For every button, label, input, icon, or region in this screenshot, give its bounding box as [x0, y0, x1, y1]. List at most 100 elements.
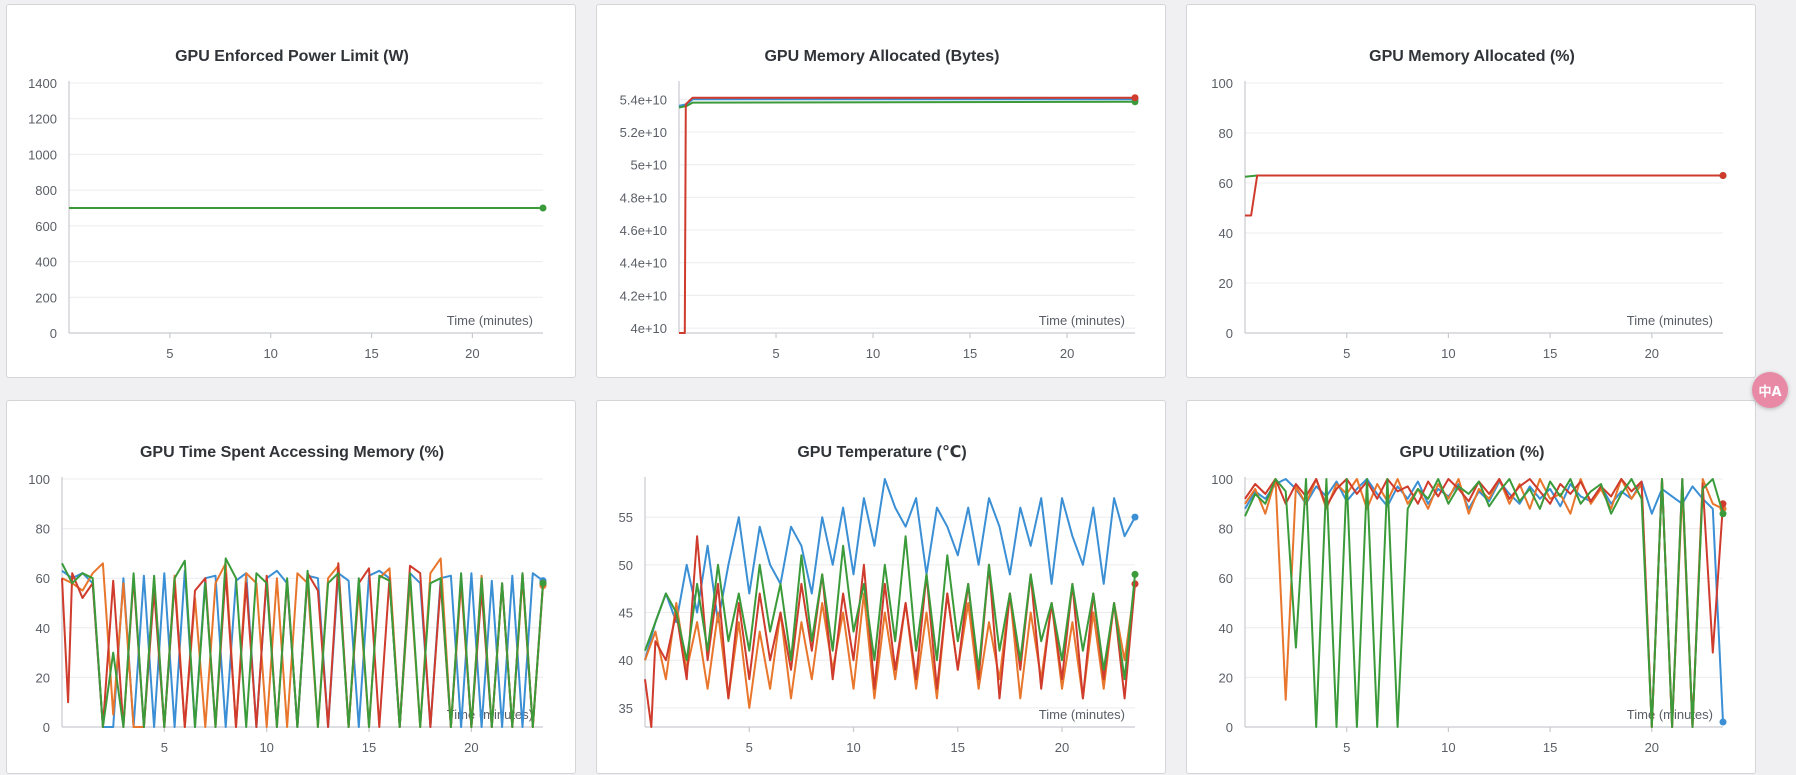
y-tick-label: 80 [1219, 126, 1233, 141]
x-tick-label: 20 [1645, 346, 1659, 361]
y-tick-label: 60 [1219, 571, 1233, 586]
y-tick-label: 200 [35, 290, 57, 305]
y-tick-label: 1000 [28, 147, 57, 162]
y-tick-label: 4.4e+10 [620, 256, 667, 271]
y-tick-label: 600 [35, 219, 57, 234]
chart-title: GPU Memory Allocated (%) [1369, 48, 1575, 65]
y-tick-label: 5.4e+10 [620, 92, 667, 107]
x-axis-label: Time (minutes) [447, 313, 533, 328]
y-tick-label: 5e+10 [630, 158, 667, 173]
y-tick-label: 1200 [28, 112, 57, 127]
x-tick-label: 15 [1543, 740, 1557, 755]
y-tick-label: 100 [28, 472, 50, 487]
y-tick-label: 4.2e+10 [620, 288, 667, 303]
x-axis-label: Time (minutes) [1039, 313, 1125, 328]
x-tick-label: 10 [259, 740, 273, 755]
y-tick-label: 20 [1219, 670, 1233, 685]
x-tick-label: 10 [263, 346, 277, 361]
y-tick-label: 0 [1226, 326, 1233, 341]
x-tick-label: 10 [866, 346, 880, 361]
series-end-point [539, 204, 547, 212]
y-tick-label: 100 [1211, 76, 1233, 91]
series-end-point [1719, 172, 1727, 179]
y-tick-label: 35 [619, 701, 633, 716]
y-tick-label: 60 [36, 571, 50, 586]
chart-panel[interactable]: GPU Time Spent Accessing Memory (%) 0 20 40… [6, 400, 576, 774]
chart-panel[interactable]: GPU Memory Allocated (Bytes) 4e+10 4.2e+10… [596, 4, 1166, 378]
y-tick-label: 0 [50, 326, 57, 341]
chart-panel[interactable]: GPU Utilization (%) 0 20 40 60 80 100 5 10 15 20 Ti… [1186, 400, 1756, 774]
x-tick-label: 5 [166, 346, 173, 361]
x-axis-label: Time (minutes) [1627, 707, 1713, 722]
chart-svg: GPU Memory Allocated (Bytes) 4e+10 4.2e+10… [620, 48, 1139, 361]
x-axis-label: Time (minutes) [1627, 313, 1713, 328]
chart-title: GPU Temperature (℃) [797, 444, 966, 461]
x-tick-label: 15 [963, 346, 977, 361]
y-tick-label: 4.6e+10 [620, 223, 667, 238]
series-line [1244, 478, 1724, 723]
x-tick-label: 20 [1060, 346, 1074, 361]
y-tick-label: 40 [1219, 621, 1233, 636]
series-line [1245, 174, 1723, 217]
series-end-point [1719, 510, 1727, 518]
y-tick-label: 20 [36, 670, 50, 685]
x-tick-label: 15 [362, 740, 376, 755]
y-tick-label: 40 [36, 621, 50, 636]
series-end-point [1719, 718, 1727, 726]
x-tick-label: 15 [1543, 346, 1557, 361]
y-tick-label: 40 [619, 653, 633, 668]
y-tick-label: 80 [36, 522, 50, 537]
y-tick-label: 50 [619, 558, 633, 573]
y-tick-label: 4.8e+10 [620, 190, 667, 205]
x-tick-label: 5 [746, 740, 753, 755]
x-tick-label: 20 [465, 346, 479, 361]
y-tick-label: 45 [619, 606, 633, 621]
y-tick-label: 80 [1219, 522, 1233, 537]
chart-title: GPU Time Spent Accessing Memory (%) [140, 444, 444, 461]
chart-svg: GPU Enforced Power Limit (W) 0 200 400 600 80… [28, 48, 547, 361]
x-tick-label: 15 [951, 740, 965, 755]
y-tick-label: 1400 [28, 76, 57, 91]
y-tick-label: 0 [43, 720, 50, 735]
y-tick-label: 5.2e+10 [620, 125, 667, 140]
y-tick-label: 800 [35, 183, 57, 198]
x-tick-label: 20 [1645, 740, 1659, 755]
y-tick-label: 55 [619, 510, 633, 525]
y-tick-label: 100 [1211, 472, 1233, 487]
chart-svg: GPU Memory Allocated (%) 0 20 40 60 80 100 5 10 1… [1211, 48, 1727, 361]
series-line [644, 535, 1136, 681]
translate-icon: 中A [1758, 384, 1782, 400]
series-end-point [1131, 513, 1139, 521]
chart-panel[interactable]: GPU Memory Allocated (%) 0 20 40 60 80 100 5 10 1… [1186, 4, 1756, 378]
chart-title: GPU Utilization (%) [1400, 444, 1545, 461]
x-tick-label: 5 [161, 740, 168, 755]
chart-title: GPU Memory Allocated (Bytes) [764, 48, 999, 65]
series-end-point [1131, 570, 1139, 578]
x-tick-label: 10 [1441, 346, 1455, 361]
y-tick-label: 20 [1219, 276, 1233, 291]
series-line [644, 478, 1136, 661]
y-tick-label: 40 [1219, 226, 1233, 241]
chart-svg: GPU Utilization (%) 0 20 40 60 80 100 5 10 15 20 Ti… [1211, 444, 1727, 755]
x-tick-label: 5 [1343, 740, 1350, 755]
series-line [678, 100, 1136, 109]
x-tick-label: 20 [1055, 740, 1069, 755]
chart-panel[interactable]: GPU Temperature (℃) 35 40 45 50 55 5 10 15 20 Time… [596, 400, 1166, 774]
x-tick-label: 10 [846, 740, 860, 755]
translate-button[interactable]: 中A [1752, 372, 1788, 408]
x-tick-label: 20 [464, 740, 478, 755]
chart-panel[interactable]: GPU Enforced Power Limit (W) 0 200 400 600 80… [6, 4, 576, 378]
x-tick-label: 5 [1343, 346, 1350, 361]
series-line [679, 96, 1135, 334]
x-axis-label: Time (minutes) [1039, 707, 1125, 722]
y-tick-label: 60 [1219, 176, 1233, 191]
y-tick-label: 0 [1226, 720, 1233, 735]
series-end-point [1131, 94, 1139, 102]
series-line [61, 557, 544, 728]
x-tick-label: 10 [1441, 740, 1455, 755]
chart-title: GPU Enforced Power Limit (W) [175, 48, 409, 65]
series-end-point [539, 579, 547, 587]
y-tick-label: 400 [35, 255, 57, 270]
series-line [1244, 478, 1724, 728]
